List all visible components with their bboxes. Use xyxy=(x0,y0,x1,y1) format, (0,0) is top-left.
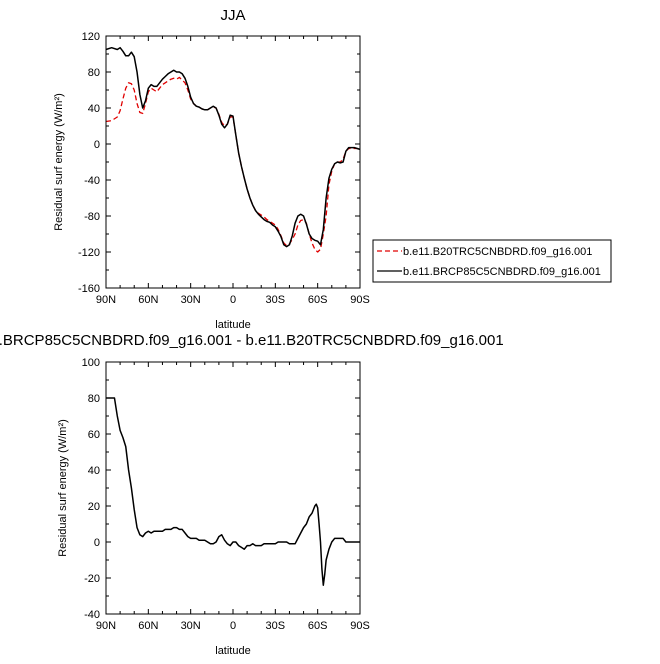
top-x-tick-label: 90N xyxy=(96,294,116,306)
bottom-chart-title: b.e11.BRCP85C5CNBDRD.f09_g16.001 - b.e11… xyxy=(0,332,504,349)
bottom-series-group xyxy=(106,397,360,586)
bottom-x-tick-label: 30S xyxy=(266,620,286,632)
top-y-tick-label: 80 xyxy=(88,67,100,79)
bottom-y-tick-label: -20 xyxy=(84,573,100,585)
top-series-group xyxy=(105,46,361,253)
top-y-tick-label: -40 xyxy=(84,175,100,187)
top-x-tick-label: 30S xyxy=(266,294,286,306)
top-x-tick-label: 60S xyxy=(308,294,328,306)
bottom-ticks-group: 90N 60N 30N 0 30S 60S 90S 100 80 60 40 20 0 -20 -40 xyxy=(82,357,370,632)
top-x-tick-label: 90S xyxy=(350,294,370,306)
bottom-x-tick-label: 0 xyxy=(230,620,236,632)
legend-label-historical: b.e11.B20TRC5CNBDRD.f09_g16.001 xyxy=(403,246,592,258)
top-chart-title: JJA xyxy=(220,7,245,24)
bottom-y-tick-label: 40 xyxy=(88,465,100,477)
bottom-x-tick-label: 90N xyxy=(96,620,116,632)
bottom-y-tick-label: 100 xyxy=(82,357,100,369)
bottom-y-axis-label: Residual surf energy (W/m²) xyxy=(57,419,69,557)
bottom-chart: b.e11.BRCP85C5CNBDRD.f09_g16.001 - b.e11… xyxy=(0,332,504,657)
top-y-tick-label: 0 xyxy=(94,139,100,151)
top-y-tick-label: -80 xyxy=(84,211,100,223)
bottom-x-axis-label: latitude xyxy=(215,645,250,657)
top-y-tick-label: 120 xyxy=(82,31,100,43)
top-chart: JJA 90N 60N 30N 0 30S 60S 90S 120 80 40 0 -40 -80 -12… xyxy=(53,7,612,331)
top-plot-frame xyxy=(105,35,361,289)
top-y-tick-label: -120 xyxy=(78,247,100,259)
bottom-x-tick-label: 60S xyxy=(308,620,328,632)
top-ticks-group: 90N 60N 30N 0 30S 60S 90S 120 80 40 0 -40 -80 -120 -16… xyxy=(78,31,370,306)
bottom-y-tick-label: 80 xyxy=(88,393,100,405)
top-series-line-0 xyxy=(105,76,361,253)
bottom-y-tick-label: 20 xyxy=(88,501,100,513)
top-y-axis-label: Residual surf energy (W/m²) xyxy=(53,93,65,231)
bottom-y-tick-label: -40 xyxy=(84,609,100,621)
legend-box xyxy=(372,239,612,283)
legend-label-rcp85: b.e11.BRCP85C5CNBDRD.f09_g16.001 xyxy=(403,266,601,278)
bottom-x-tick-label: 30N xyxy=(181,620,201,632)
top-y-tick-label: 40 xyxy=(88,103,100,115)
top-x-axis-label: latitude xyxy=(215,319,250,331)
top-x-tick-label: 60N xyxy=(138,294,158,306)
top-series-line-1 xyxy=(105,46,361,248)
bottom-series-line-0 xyxy=(106,397,360,586)
bottom-x-tick-label: 90S xyxy=(350,620,370,632)
legend: b.e11.B20TRC5CNBDRD.f09_g16.001 b.e11.BR… xyxy=(372,239,612,283)
top-x-tick-label: 0 xyxy=(230,294,236,306)
bottom-y-tick-label: 0 xyxy=(94,537,100,549)
top-y-tick-label: -160 xyxy=(78,283,100,295)
bottom-y-tick-label: 60 xyxy=(88,429,100,441)
bottom-x-tick-label: 60N xyxy=(138,620,158,632)
top-x-tick-label: 30N xyxy=(181,294,201,306)
